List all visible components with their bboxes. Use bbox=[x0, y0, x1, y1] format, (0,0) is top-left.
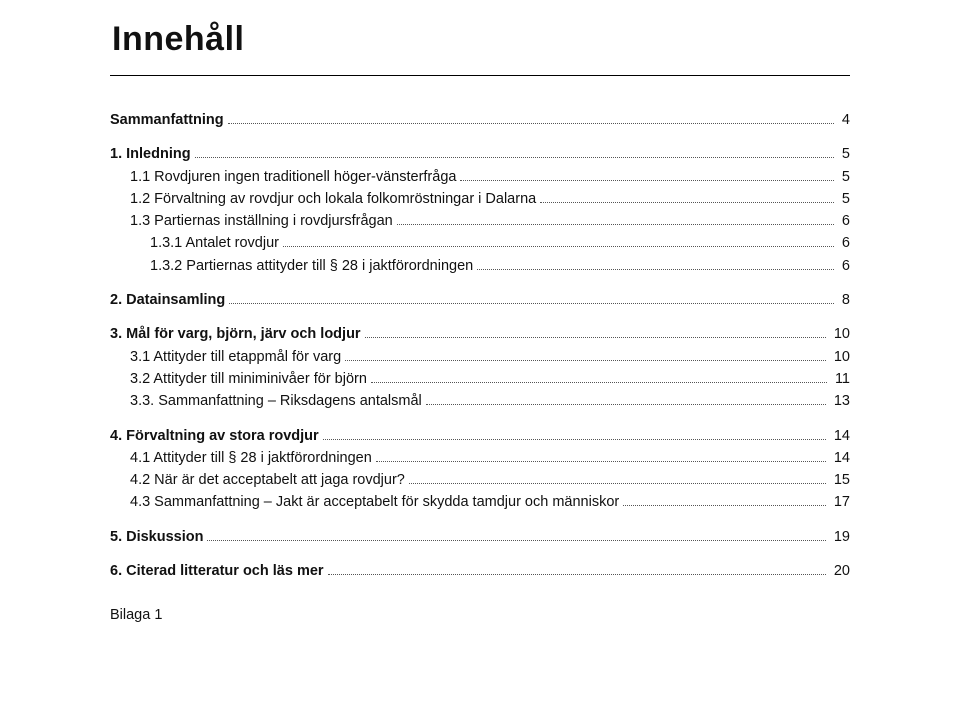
toc-label: 4.3 Sammanfattning – Jakt är acceptabelt… bbox=[110, 492, 619, 512]
toc-leader bbox=[376, 461, 826, 462]
toc-leader bbox=[228, 123, 834, 124]
toc-label: 2. Datainsamling bbox=[110, 290, 225, 310]
toc-page: 13 bbox=[828, 391, 850, 411]
toc-label: 4.2 När är det acceptabelt att jaga rovd… bbox=[110, 470, 405, 490]
toc-row: 3.2 Attityder till miniminivåer för björ… bbox=[110, 369, 850, 389]
toc-page: 15 bbox=[828, 470, 850, 490]
toc-row: Sammanfattning 4 bbox=[110, 110, 850, 130]
toc-row: 1.2 Förvaltning av rovdjur och lokala fo… bbox=[110, 189, 850, 209]
toc-page: 20 bbox=[828, 561, 850, 581]
toc-page: 10 bbox=[828, 324, 850, 344]
toc-row: 3.3. Sammanfattning – Riksdagens antalsm… bbox=[110, 391, 850, 411]
toc-label: 5. Diskussion bbox=[110, 527, 203, 547]
toc-leader bbox=[460, 180, 833, 181]
title-rule bbox=[110, 75, 850, 76]
toc-page: 5 bbox=[836, 144, 850, 164]
toc-row: 1.3.1 Antalet rovdjur 6 bbox=[110, 233, 850, 253]
toc-page: 11 bbox=[829, 369, 850, 389]
toc-page: 6 bbox=[836, 256, 850, 276]
toc-label: 3.2 Attityder till miniminivåer för björ… bbox=[110, 369, 367, 389]
toc-leader bbox=[477, 269, 834, 270]
toc-page: 10 bbox=[828, 347, 850, 367]
toc-leader bbox=[623, 505, 826, 506]
toc-row: 5. Diskussion 19 bbox=[110, 527, 850, 547]
toc-leader bbox=[328, 574, 826, 575]
toc-leader bbox=[365, 337, 826, 338]
toc-page: 4 bbox=[836, 110, 850, 130]
toc-page: 17 bbox=[828, 492, 850, 512]
appendix-label: Bilaga 1 bbox=[110, 607, 850, 623]
toc-row: 1.1 Rovdjuren ingen traditionell höger-v… bbox=[110, 167, 850, 187]
toc-leader bbox=[283, 246, 834, 247]
toc-row: 2. Datainsamling 8 bbox=[110, 290, 850, 310]
toc-page: 14 bbox=[828, 448, 850, 468]
toc-leader bbox=[323, 439, 826, 440]
toc-label: 3. Mål för varg, björn, järv och lodjur bbox=[110, 324, 361, 344]
toc-label: 6. Citerad litteratur och läs mer bbox=[110, 561, 324, 581]
table-of-contents: Sammanfattning 4 1. Inledning 5 1.1 Rovdjure… bbox=[110, 110, 850, 581]
toc-leader bbox=[371, 382, 827, 383]
toc-label: 3.1 Attityder till etappmål för varg bbox=[110, 347, 341, 367]
toc-leader bbox=[426, 404, 826, 405]
toc-label: 3.3. Sammanfattning – Riksdagens antalsm… bbox=[110, 391, 422, 411]
toc-label: 1.2 Förvaltning av rovdjur och lokala fo… bbox=[110, 189, 536, 209]
toc-leader bbox=[229, 303, 834, 304]
page: Innehåll Sammanfattning 4 1. Inledning 5 1.1… bbox=[0, 0, 960, 717]
toc-page: 19 bbox=[828, 527, 850, 547]
toc-label: 4.1 Attityder till § 28 i jaktförordning… bbox=[110, 448, 372, 468]
toc-page: 14 bbox=[828, 426, 850, 446]
toc-row: 3.1 Attityder till etappmål för varg 10 bbox=[110, 347, 850, 367]
toc-label: 1.1 Rovdjuren ingen traditionell höger-v… bbox=[110, 167, 456, 187]
toc-page: 5 bbox=[836, 189, 850, 209]
toc-page: 8 bbox=[836, 290, 850, 310]
toc-label: 1.3 Partiernas inställning i rovdjursfrå… bbox=[110, 211, 393, 231]
toc-leader bbox=[397, 224, 834, 225]
toc-label: 1. Inledning bbox=[110, 144, 191, 164]
toc-row: 4.1 Attityder till § 28 i jaktförordning… bbox=[110, 448, 850, 468]
toc-label: 1.3.2 Partiernas attityder till § 28 i j… bbox=[110, 256, 473, 276]
toc-leader bbox=[195, 157, 834, 158]
toc-row: 1. Inledning 5 bbox=[110, 144, 850, 164]
toc-page: 6 bbox=[836, 233, 850, 253]
toc-page: 6 bbox=[836, 211, 850, 231]
page-title: Innehåll bbox=[112, 20, 850, 59]
toc-row: 6. Citerad litteratur och läs mer 20 bbox=[110, 561, 850, 581]
toc-leader bbox=[540, 202, 834, 203]
toc-label: 1.3.1 Antalet rovdjur bbox=[110, 233, 279, 253]
toc-leader bbox=[409, 483, 826, 484]
toc-row: 4.2 När är det acceptabelt att jaga rovd… bbox=[110, 470, 850, 490]
toc-label: Sammanfattning bbox=[110, 110, 224, 130]
toc-page: 5 bbox=[836, 167, 850, 187]
toc-row: 1.3 Partiernas inställning i rovdjursfrå… bbox=[110, 211, 850, 231]
toc-row: 4. Förvaltning av stora rovdjur 14 bbox=[110, 426, 850, 446]
toc-row: 4.3 Sammanfattning – Jakt är acceptabelt… bbox=[110, 492, 850, 512]
toc-leader bbox=[207, 540, 825, 541]
toc-label: 4. Förvaltning av stora rovdjur bbox=[110, 426, 319, 446]
toc-row: 3. Mål för varg, björn, järv och lodjur 1… bbox=[110, 324, 850, 344]
toc-row: 1.3.2 Partiernas attityder till § 28 i j… bbox=[110, 256, 850, 276]
toc-leader bbox=[345, 360, 826, 361]
